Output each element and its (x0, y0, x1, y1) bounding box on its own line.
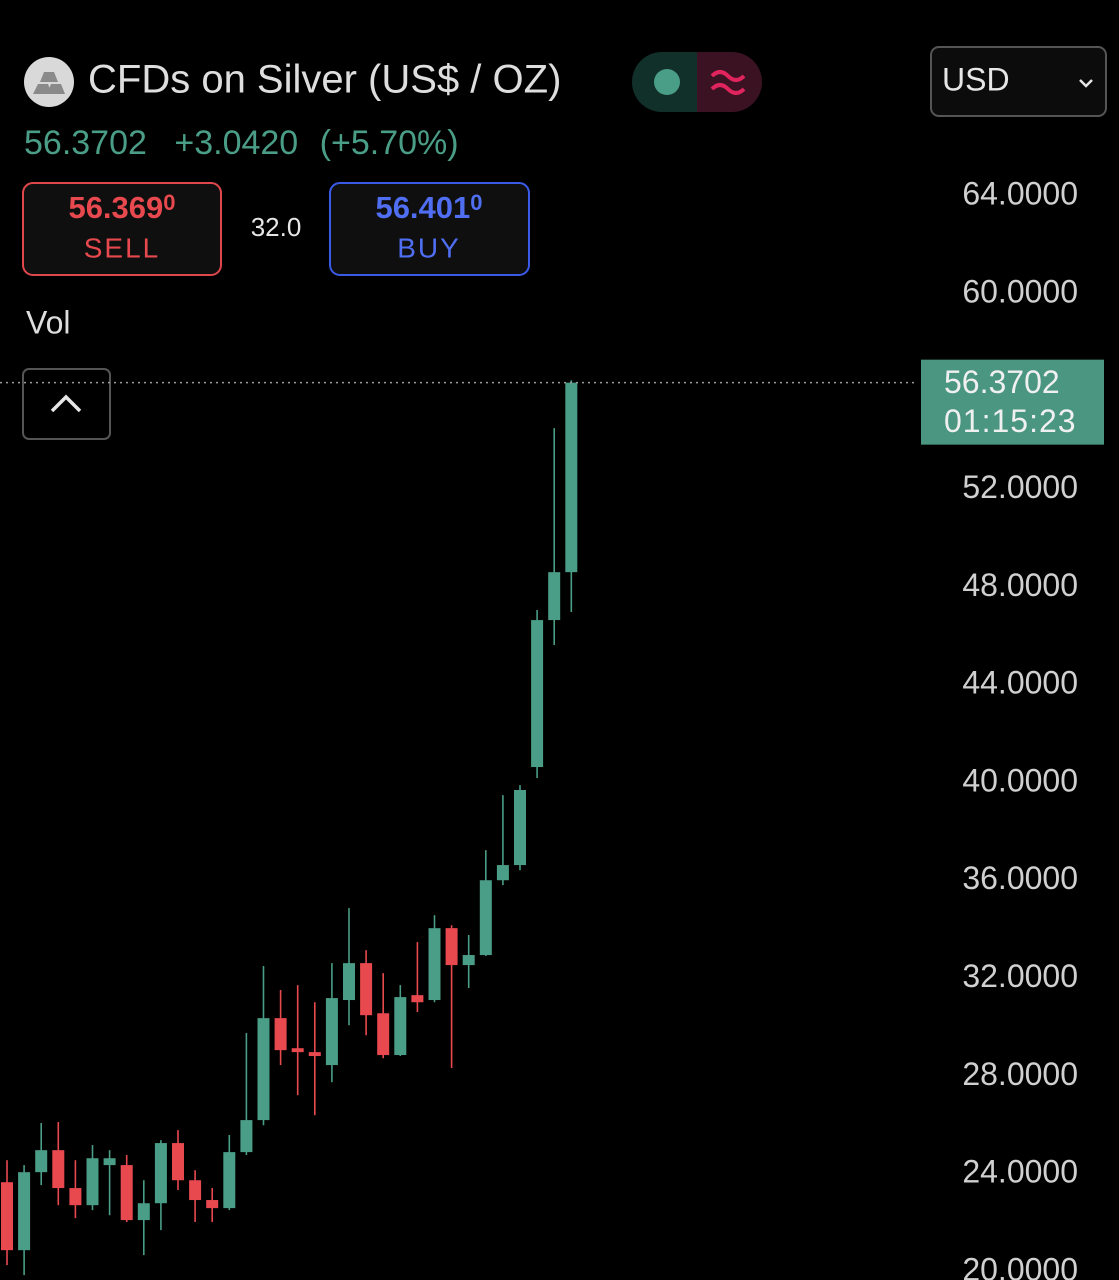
price-row: 56.3702 +3.0420 (+5.70%) (24, 124, 459, 162)
buy-price-main: 56.401 (375, 190, 470, 225)
last-price: 56.3702 (24, 124, 147, 162)
spread: 32.0 (251, 212, 302, 242)
y-tick-label: 40.0000 (962, 762, 1078, 798)
candle-body (154, 1143, 167, 1204)
collapse-button[interactable] (22, 368, 111, 440)
candle-body (531, 620, 544, 768)
last-price-box (921, 359, 1104, 445)
symbol-icon (24, 57, 74, 107)
candle-body (86, 1158, 99, 1206)
y-tick-label: 64.0000 (962, 176, 1078, 212)
candle-body (120, 1165, 133, 1221)
candle-body (377, 1013, 390, 1056)
y-tick-label: 44.0000 (962, 665, 1078, 701)
candle-body (514, 790, 526, 866)
market-status[interactable] (632, 52, 762, 112)
symbol-title: CFDs on Silver (US$ / OZ) (88, 58, 561, 102)
countdown-label: 01:15:23 (944, 403, 1077, 439)
y-tick-label: 52.0000 (962, 469, 1078, 505)
sell-price-main: 56.369 (68, 190, 163, 225)
candle-body (565, 382, 578, 573)
sell-label: SELL (84, 232, 161, 263)
y-tick-label: 60.0000 (962, 273, 1078, 309)
candle-body (548, 572, 561, 621)
buy-price-sup: 0 (470, 190, 482, 215)
last-price-label: 56.3702 (944, 364, 1060, 400)
price-change-pct: (+5.70%) (320, 124, 459, 162)
buy-button[interactable]: 56.4010 BUY (329, 182, 530, 276)
candle-body (257, 1018, 270, 1121)
y-tick-label: 48.0000 (962, 567, 1078, 603)
candle-body (325, 998, 338, 1066)
candle-body (343, 963, 355, 1001)
candle-body (172, 1143, 184, 1181)
candle-body (18, 1172, 31, 1251)
candle-body (308, 1052, 321, 1057)
buy-price: 56.4010 (375, 190, 482, 225)
candle-body (394, 997, 407, 1056)
candle-body (35, 1150, 48, 1173)
candle-body (103, 1158, 116, 1166)
sell-button[interactable]: 56.3690 SELL (22, 182, 222, 276)
candle-body (69, 1188, 82, 1206)
candle-body (240, 1120, 253, 1153)
buy-label: BUY (397, 232, 461, 263)
y-tick-label: 36.0000 (962, 860, 1078, 896)
sell-price: 56.3690 (68, 190, 175, 225)
candle-body (1, 1182, 13, 1251)
candle-body (189, 1180, 202, 1201)
candle-body (223, 1152, 236, 1209)
y-tick-label: 20.0000 (962, 1251, 1078, 1280)
candle-body (445, 928, 458, 966)
candle-body (360, 963, 373, 1016)
y-tick-label: 24.0000 (962, 1154, 1078, 1190)
y-tick-label: 32.0000 (962, 958, 1078, 994)
currency-label: USD (942, 61, 1010, 97)
volume-label: Vol (26, 304, 70, 340)
candle-body (479, 880, 492, 956)
candle-body (274, 1018, 287, 1051)
currency-dropdown[interactable]: USD (930, 46, 1107, 117)
candle-body (206, 1200, 219, 1209)
sell-price-sup: 0 (163, 190, 175, 215)
candle-body (411, 995, 424, 1003)
y-tick-label: 28.0000 (962, 1056, 1078, 1092)
candle-body (291, 1048, 304, 1053)
candle-body (137, 1203, 150, 1221)
candle-body (52, 1150, 65, 1189)
candle-body (462, 955, 475, 966)
plot: 20.0000 24.0000 28.0000 32.0000 36.0000 40.00… (0, 176, 1104, 1280)
candle-body (496, 865, 509, 881)
price-change: +3.0420 (174, 124, 298, 162)
candle-body (428, 928, 441, 1001)
